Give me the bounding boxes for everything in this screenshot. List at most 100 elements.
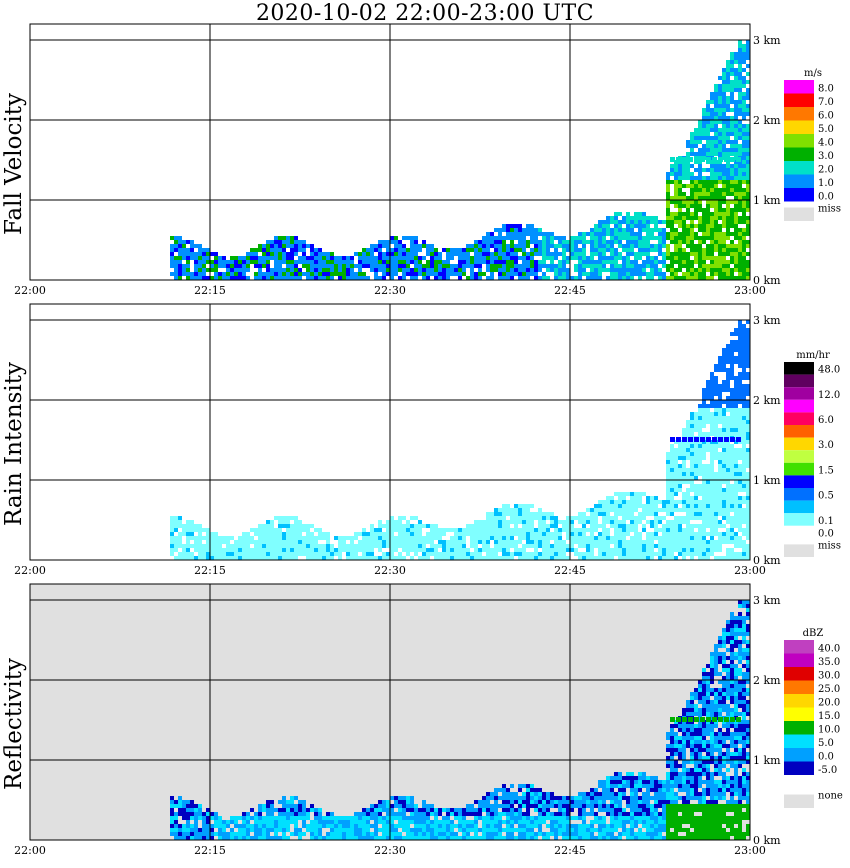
echo-cell [638,264,642,268]
echo-cell [690,416,694,420]
echo-cell [426,808,430,812]
echo-cell [178,252,182,256]
echo-cell [678,528,682,532]
echo-cell [690,204,694,208]
echo-cell [590,276,594,280]
echo-cell [718,404,722,408]
echo-cell [730,520,734,524]
echo-cell [358,816,362,820]
echo-cell [602,520,606,524]
echo-cell [534,536,538,540]
echo-cell [742,264,746,268]
echo-cell [674,468,678,472]
echo-cell [658,508,662,512]
echo-cell [318,264,322,268]
echo-cell [726,232,730,236]
echo-cell [530,256,534,260]
echo-cell [718,252,722,256]
echo-cell [370,528,374,532]
echo-cell [682,172,686,176]
echo-cell [718,544,722,548]
echo-cell [666,472,670,476]
echo-cell [690,276,694,280]
echo-cell [694,548,698,552]
echo-cell [566,816,570,820]
echo-cell [214,816,218,820]
echo-cell [414,536,418,540]
echo-cell [690,504,694,508]
echo-cell [734,228,738,232]
echo-cell [742,488,746,492]
echo-cell [686,524,690,528]
echo-cell [582,796,586,800]
echo-cell [730,252,734,256]
echo-cell [290,516,294,520]
echo-cell [746,476,750,480]
echo-cell [306,544,310,548]
echo-cell [746,472,750,476]
echo-cell [478,552,482,556]
echo-cell [718,412,722,416]
echo-cell [274,236,278,240]
echo-cell [678,204,682,208]
echo-cell [566,260,570,264]
echo-cell [474,824,478,828]
echo-cell [290,260,294,264]
echo-cell [702,176,706,180]
echo-cell [746,356,750,360]
echo-cell [382,252,386,256]
echo-cell [510,828,514,832]
echo-cell [630,276,634,280]
echo-cell [382,556,386,560]
echo-cell [670,452,674,456]
echo-cell [342,548,346,552]
echo-cell [182,264,186,268]
echo-cell [542,252,546,256]
echo-cell [730,420,734,424]
echo-cell [714,132,718,136]
echo-cell [686,492,690,496]
echo-cell [378,252,382,256]
echo-cell [546,540,550,544]
echo-cell [686,488,690,492]
echo-cell [742,116,746,120]
echo-cell [238,824,242,828]
echo-cell [642,272,646,276]
echo-cell [490,808,494,812]
echo-cell [574,532,578,536]
echo-cell [278,812,282,816]
echo-cell [726,348,730,352]
echo-cell [722,144,726,148]
echo-cell [450,832,454,836]
echo-cell [742,100,746,104]
echo-cell [718,128,722,132]
echo-cell [578,532,582,536]
echo-cell [314,536,318,540]
echo-cell [462,540,466,544]
echo-cell [678,552,682,556]
echo-cell [210,260,214,264]
echo-cell [318,824,322,828]
echo-cell [470,828,474,832]
echo-cell [494,228,498,232]
echo-cell [578,528,582,532]
echo-cell [514,552,518,556]
echo-cell [170,528,174,532]
echo-cell [422,540,426,544]
echo-cell [482,808,486,812]
echo-cell [706,396,710,400]
echo-cell [450,824,454,828]
echo-cell [362,248,366,252]
echo-cell [590,512,594,516]
echo-cell [538,804,542,808]
echo-cell [310,244,314,248]
echo-cell [654,544,658,548]
echo-cell [486,816,490,820]
echo-cell [178,516,182,520]
echo-cell [238,832,242,836]
echo-cell [714,120,718,124]
echo-cell [638,232,642,236]
echo-cell [730,84,734,88]
echo-cell [486,804,490,808]
echo-cell [586,256,590,260]
